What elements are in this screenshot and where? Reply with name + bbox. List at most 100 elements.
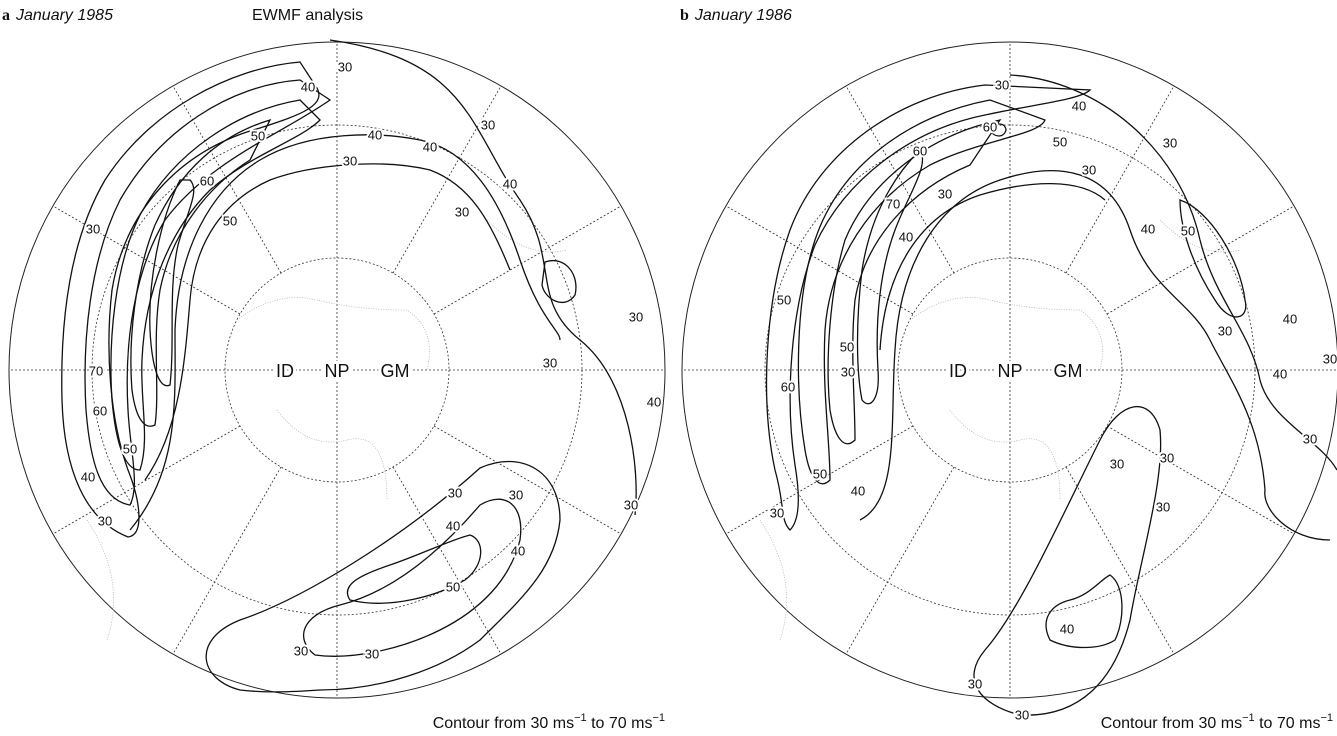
footer-text: Contour from 30 ms <box>1101 715 1242 732</box>
contours-a <box>61 39 637 693</box>
contour-label: 30 <box>938 186 952 201</box>
contour-label: 30 <box>294 643 308 658</box>
contour-label: 50 <box>840 339 854 354</box>
place-label: ID <box>949 361 967 381</box>
contour-label: 40 <box>423 139 437 154</box>
contour-label: 50 <box>123 441 137 456</box>
contour-label: 70 <box>886 196 900 211</box>
meridian <box>1106 425 1295 535</box>
contour-label: 30 <box>968 676 982 691</box>
contour-label: 30 <box>1015 707 1029 722</box>
contour-label: 40 <box>851 483 865 498</box>
contour-label: 40 <box>368 127 382 142</box>
place-label: NP <box>324 361 349 381</box>
contour-label: 30 <box>481 117 495 132</box>
panel-header: b January 1986 <box>680 7 792 24</box>
contour-label: 30 <box>448 485 462 500</box>
meridian <box>1065 466 1175 655</box>
contour-label: 50 <box>1181 223 1195 238</box>
panel-header: a January 1985 <box>2 7 113 24</box>
contour-label: 40 <box>899 229 913 244</box>
contour-label: 40 <box>1060 621 1074 636</box>
meridian <box>172 85 282 274</box>
contour-label: 30 <box>86 221 100 236</box>
footer-sup: −1 <box>1242 712 1255 724</box>
map-rim <box>681 41 1337 699</box>
coastline <box>86 219 568 641</box>
meridian <box>1106 205 1295 315</box>
contour-label: 30 <box>1303 431 1317 446</box>
contour-label: 60 <box>200 173 214 188</box>
contour-label: 30 <box>338 59 352 74</box>
meridian <box>52 425 241 535</box>
panel-letter: b <box>680 7 689 24</box>
contour-label: 60 <box>983 119 997 134</box>
contour-label: 30 <box>1082 162 1096 177</box>
contour-label: 70 <box>89 363 103 378</box>
map-panel <box>681 41 1337 699</box>
map-rim <box>8 41 666 699</box>
contour-label: 30 <box>995 77 1009 92</box>
meridian <box>433 425 622 535</box>
panel-letter: a <box>2 7 10 24</box>
contour-label: 40 <box>503 176 517 191</box>
contour-label: 30 <box>98 513 112 528</box>
contour-label: 60 <box>93 403 107 418</box>
contour-label: 30 <box>543 355 557 370</box>
contour-label: 40 <box>81 469 95 484</box>
contour-label: 60 <box>913 143 927 158</box>
contour-label: 40 <box>1072 98 1086 113</box>
contour-label: 40 <box>301 79 315 94</box>
contour-label: 50 <box>251 128 265 143</box>
contour-label: 30 <box>624 497 638 512</box>
contour-label: 30 <box>841 364 855 379</box>
contour-label: 30 <box>629 309 643 324</box>
meridian <box>725 425 914 535</box>
footer-text: to 70 ms <box>587 715 653 732</box>
place-label: ID <box>276 361 294 381</box>
contour-label: 30 <box>1160 450 1174 465</box>
contour-label: 60 <box>781 379 795 394</box>
meridian <box>172 466 282 655</box>
meridian <box>433 205 622 315</box>
footer-sup: −1 <box>1320 712 1333 724</box>
meridian <box>845 85 955 274</box>
contour-label: 30 <box>1218 323 1232 338</box>
contour-label: 40 <box>1141 221 1155 236</box>
panel-date: January 1986 <box>694 7 792 24</box>
meridian <box>725 205 914 315</box>
contour-label: 40 <box>1283 311 1297 326</box>
contour-label: 30 <box>509 487 523 502</box>
contour-label: 40 <box>647 394 661 409</box>
contour-label: 50 <box>813 466 827 481</box>
meridian <box>392 466 502 655</box>
panel-subtitle: EWMF analysis <box>252 7 363 24</box>
place-label: NP <box>997 361 1022 381</box>
contour-label: 30 <box>1163 135 1177 150</box>
footer-sup: −1 <box>574 712 587 724</box>
contour-label: 30 <box>365 646 379 661</box>
place-label: GM <box>381 361 410 381</box>
contour-label: 40 <box>511 543 525 558</box>
contour-label: 50 <box>1053 134 1067 149</box>
contour-label: 30 <box>1110 456 1124 471</box>
contour-label: 50 <box>446 579 460 594</box>
meridian <box>845 466 955 655</box>
contour-label: 30 <box>343 153 357 168</box>
contour-label: 30 <box>1156 499 1170 514</box>
contour-label: 50 <box>777 292 791 307</box>
contour-label: 50 <box>223 213 237 228</box>
contour-label: 30 <box>770 505 784 520</box>
footer-text: Contour from 30 ms <box>433 715 574 732</box>
footer-text: to 70 ms <box>1255 715 1321 732</box>
meridian <box>392 85 502 274</box>
contour-label: 40 <box>1273 366 1287 381</box>
footer-sup: −1 <box>652 712 665 724</box>
place-label: GM <box>1054 361 1083 381</box>
map-panel <box>8 41 666 699</box>
contour-label: 40 <box>446 518 460 533</box>
footer-note: Contour from 30 ms−1 to 70 ms−1 <box>1101 712 1333 732</box>
contour-label: 30 <box>455 204 469 219</box>
panel-date: January 1985 <box>15 7 113 24</box>
